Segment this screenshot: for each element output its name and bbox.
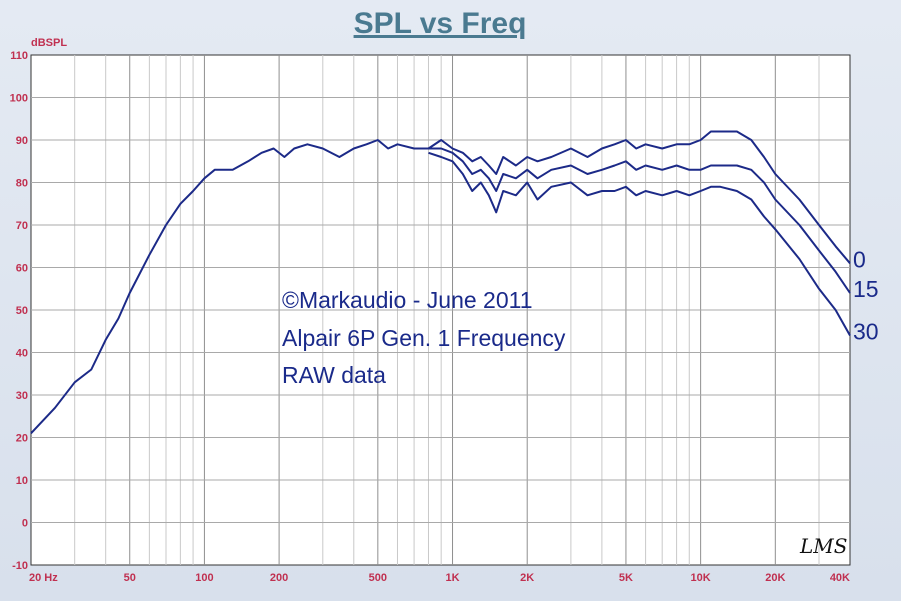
y-tick-label: 100: [10, 93, 28, 105]
x-tick-label: 20K: [765, 572, 785, 584]
x-tick-label: 40K: [830, 572, 850, 584]
y-tick-label: 20: [16, 433, 28, 445]
y-tick-label: 40: [16, 348, 28, 360]
series-label-0: 0: [853, 246, 866, 272]
y-tick-label: 110: [10, 50, 28, 62]
y-tick-label: 80: [16, 178, 28, 190]
y-tick-label: -10: [12, 560, 28, 572]
series-label-30: 30: [853, 319, 879, 345]
x-tick-label: 200: [270, 572, 288, 584]
x-tick-label: 2K: [520, 572, 534, 584]
y-tick-label: 30: [16, 390, 28, 402]
chart-title: SPL vs Freq: [354, 7, 527, 40]
annotation-block: ©Markaudio - June 2011 Alpair 6P Gen. 1 …: [282, 287, 566, 388]
x-tick-label: 100: [195, 572, 213, 584]
y-tick-label: 10: [16, 475, 28, 487]
series-line-15: [428, 147, 851, 294]
y-tick-label: 90: [16, 135, 28, 147]
y-tick-label: 70: [16, 220, 28, 232]
x-tick-label: 5K: [619, 572, 633, 584]
x-tick-label: 1K: [445, 572, 459, 584]
x-tick-label: 500: [369, 572, 387, 584]
lms-logo: LMS: [799, 534, 847, 558]
x-tick-label: 50: [124, 572, 136, 584]
series-labels: 0 15 30: [853, 246, 879, 344]
y-tick-label: 60: [16, 263, 28, 275]
y-axis-unit-label: dBSPL: [31, 37, 67, 49]
x-tick-label: 20 Hz: [29, 572, 58, 584]
y-tick-label: 0: [22, 518, 28, 530]
annotation-raw: RAW data: [282, 362, 386, 388]
x-tick-labels: 20 Hz 50 100 200 500 1K 2K 5K 10K 20K 40K: [29, 572, 850, 584]
series-line-30: [428, 151, 851, 336]
series-label-15: 15: [853, 276, 879, 302]
series-line-0: [30, 130, 851, 434]
x-tick-label: 10K: [691, 572, 711, 584]
response-curves: [30, 130, 851, 434]
y-tick-label: 50: [16, 305, 28, 317]
annotation-copyright: ©Markaudio - June 2011: [282, 287, 533, 313]
annotation-model: Alpair 6P Gen. 1 Frequency: [282, 325, 566, 351]
